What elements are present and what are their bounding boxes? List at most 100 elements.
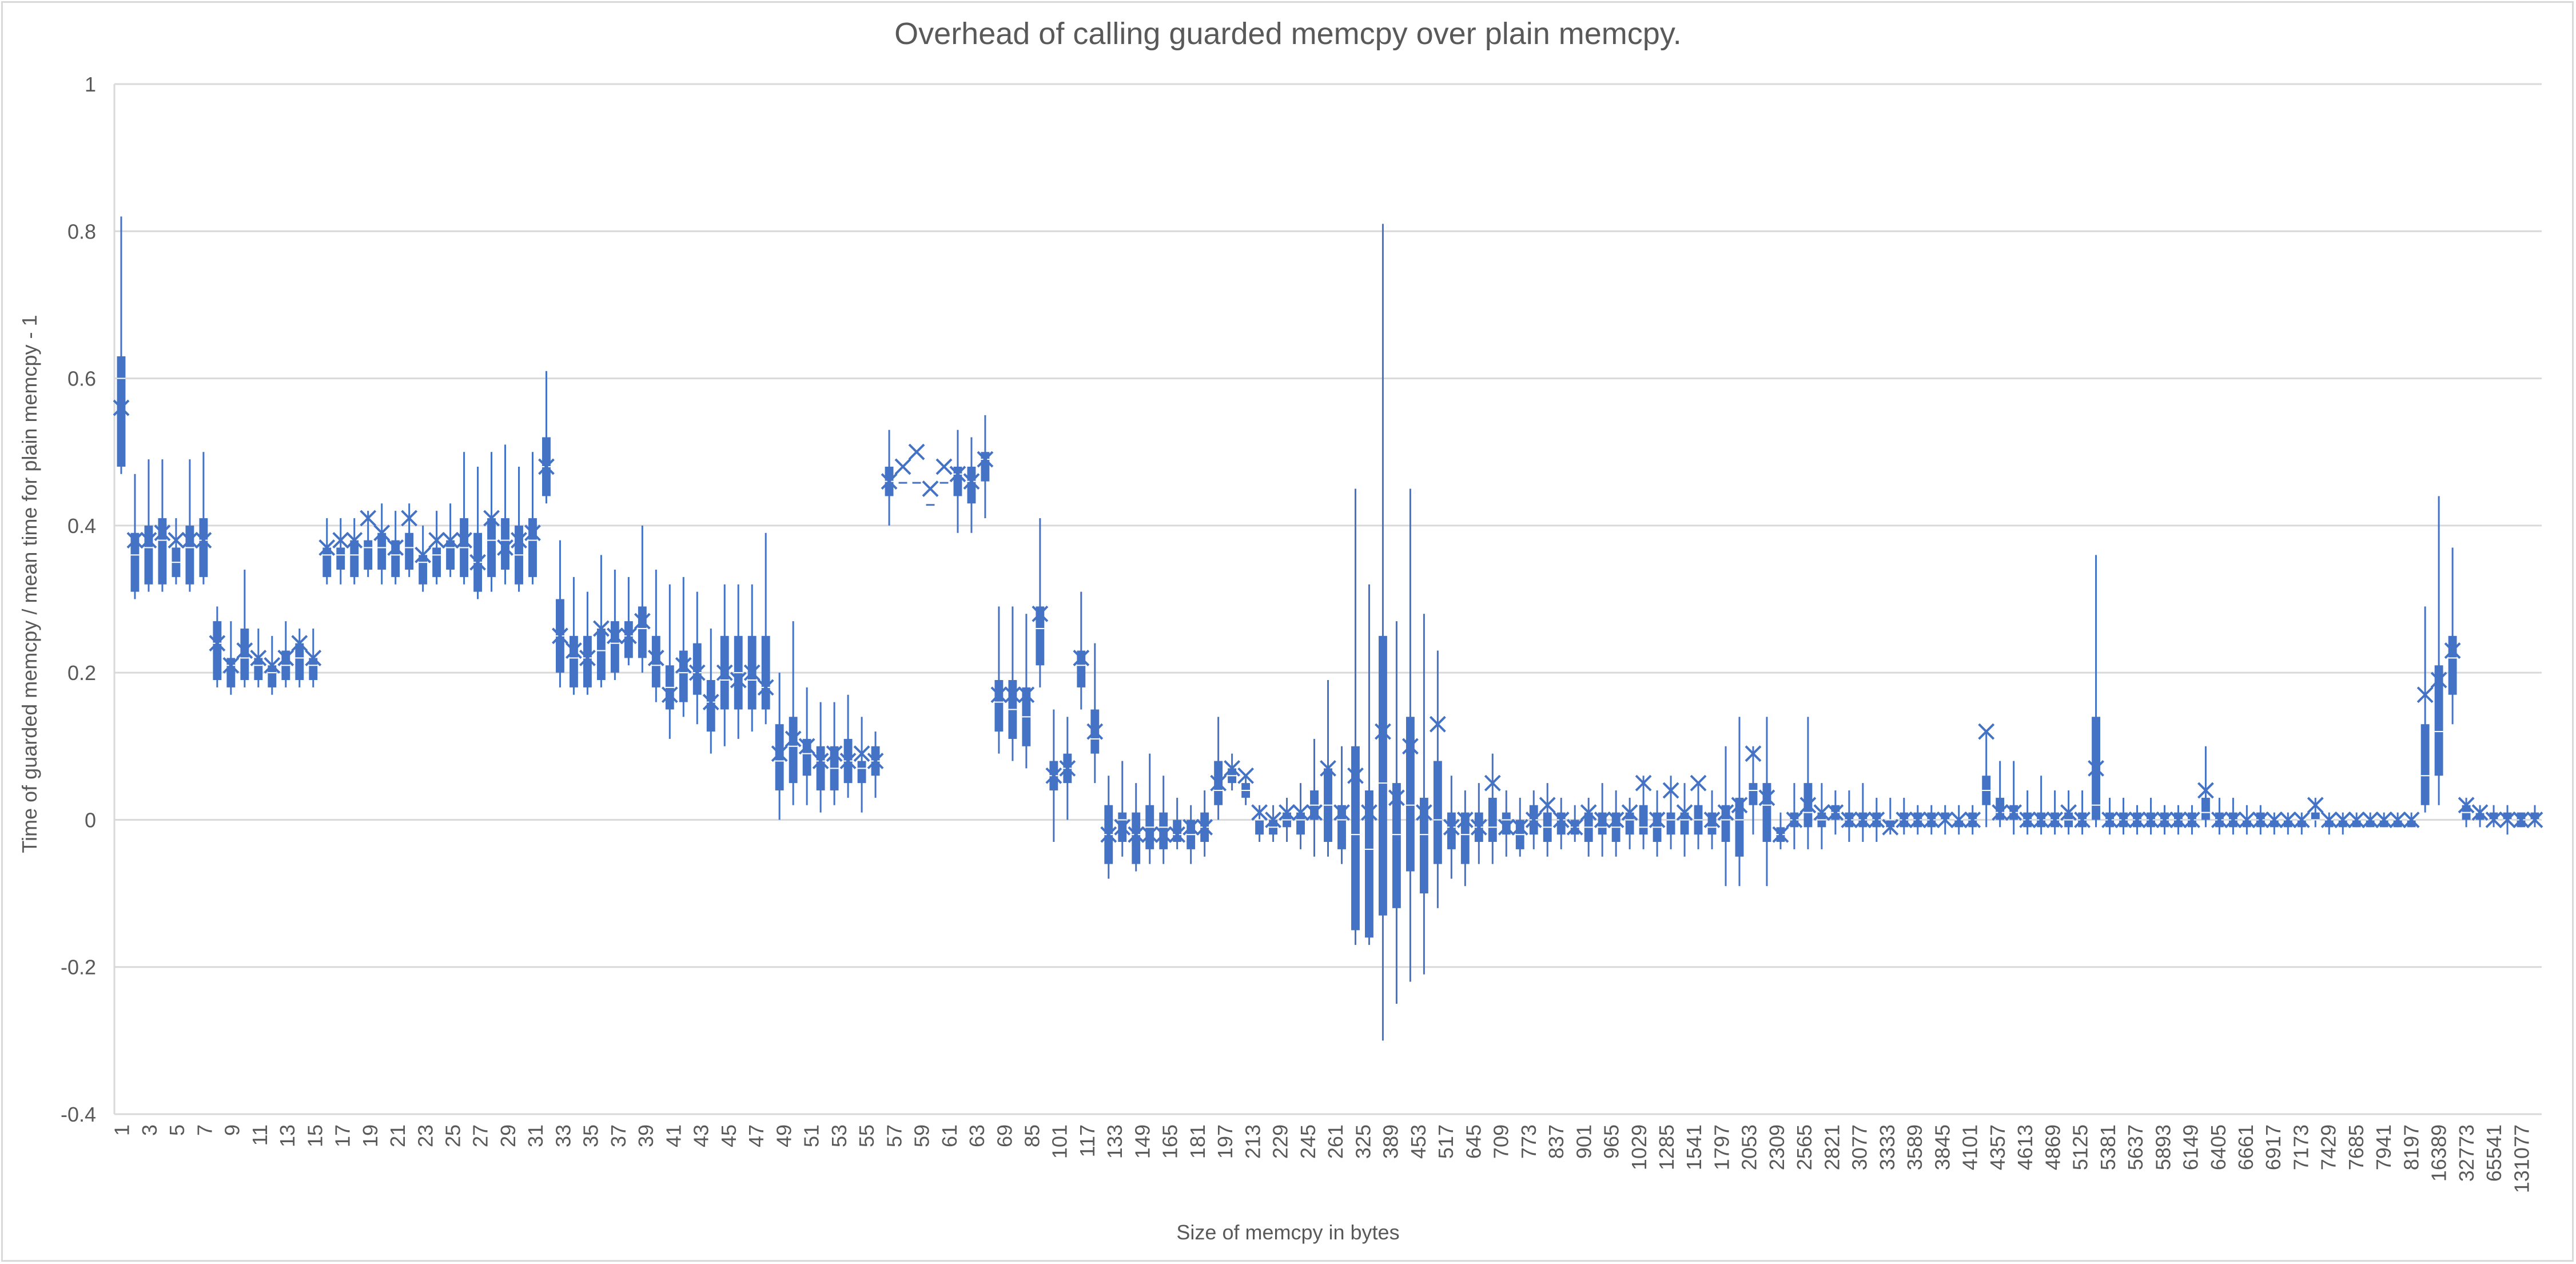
x-tick-label: 25 <box>441 1124 464 1147</box>
box-item <box>826 702 843 805</box>
box-item <box>977 415 994 518</box>
box-mean-marker <box>1909 812 1926 828</box>
box-mean-marker <box>1621 804 1638 821</box>
box-mean-marker <box>935 458 953 475</box>
x-tick-label: 325 <box>1351 1124 1375 1159</box>
box-rect <box>596 628 606 681</box>
box-rect <box>1447 812 1456 849</box>
box-item <box>2266 812 2283 835</box>
x-tick-label: 773 <box>1517 1124 1540 1159</box>
box-item <box>415 525 432 592</box>
box-item <box>785 621 802 805</box>
box-mean-marker <box>1539 797 1556 814</box>
x-tick-label: 101 <box>1048 1124 1072 1159</box>
box-mean-marker <box>2019 812 2036 828</box>
box-item <box>1552 797 1570 849</box>
box-mean-marker <box>1498 818 1515 836</box>
y-tick-label: 0 <box>85 808 96 832</box>
box-mean-marker <box>2403 812 2420 828</box>
box-rect <box>816 746 825 790</box>
x-tick-label: 645 <box>1462 1124 1485 1159</box>
x-tick-label: 35 <box>579 1124 603 1147</box>
box-rect <box>377 532 387 570</box>
box-mean-marker <box>401 510 418 527</box>
box-rect <box>1625 812 1634 835</box>
x-tick-label: 4869 <box>2041 1124 2064 1170</box>
y-axis-ticks: 1 0.8 0.6 0.4 0.2 0 -0.2 -0.4 <box>61 73 96 1126</box>
box-item <box>154 459 171 592</box>
box-item <box>606 570 623 681</box>
box-mean-marker <box>1703 812 1721 828</box>
x-tick-label: 3 <box>138 1124 161 1136</box>
y-tick-label: -0.2 <box>61 956 96 979</box>
box-mean-marker <box>1964 812 1981 828</box>
box-mean-marker <box>318 539 336 556</box>
box-item <box>2348 812 2365 828</box>
box-item <box>702 628 719 754</box>
box-mean-marker <box>1059 760 1076 777</box>
box-item <box>2033 776 2050 835</box>
box-rect <box>1255 820 1264 835</box>
box-mean-marker <box>1594 812 1611 828</box>
box-mean-marker <box>113 399 130 416</box>
box-mean-marker <box>867 753 884 769</box>
box-item <box>1813 783 1830 849</box>
box-item <box>2129 805 2145 835</box>
box-item <box>113 216 130 474</box>
box-mean-marker <box>1073 649 1090 666</box>
x-tick-label: 245 <box>1296 1124 1320 1159</box>
box-mean-marker <box>977 451 994 468</box>
box-rect <box>569 635 578 687</box>
x-tick-label: 1 <box>110 1124 134 1136</box>
x-tick-label: 69 <box>993 1124 1016 1147</box>
box-mean-marker <box>387 539 404 556</box>
box-item <box>1333 746 1350 864</box>
box-item <box>1964 805 1981 835</box>
box-mean-marker <box>1827 804 1844 821</box>
box-mean-marker <box>1210 774 1227 792</box>
box-item <box>209 606 226 687</box>
box-item <box>1923 805 1940 835</box>
box-item <box>1224 753 1241 790</box>
box-mean-marker <box>2348 812 2365 828</box>
box-item <box>2320 812 2338 835</box>
box-mean-marker <box>2060 804 2077 821</box>
box-item <box>1347 488 1364 945</box>
y-tick-label: 0.2 <box>67 661 96 685</box>
box-mean-marker <box>771 745 788 762</box>
box-mean-marker <box>1361 804 1377 821</box>
x-tick-label: 3333 <box>1876 1124 1899 1170</box>
box-mean-marker <box>456 532 472 549</box>
box-mean-marker <box>1375 723 1391 740</box>
box-item <box>2019 790 2036 835</box>
x-tick-label: 11 <box>248 1124 272 1146</box>
box-rect <box>185 525 194 585</box>
box-mean-marker <box>1662 782 1679 799</box>
box-item <box>2416 606 2434 813</box>
box-item <box>1306 738 1323 857</box>
x-tick-label: 3077 <box>1848 1124 1872 1170</box>
box-mean-marker <box>140 532 157 549</box>
box-mean-marker <box>785 730 802 748</box>
box-mean-marker <box>483 510 500 527</box>
y-tick-label: 0.8 <box>67 220 96 243</box>
x-tick-label: 5637 <box>2124 1124 2147 1170</box>
box-mean-marker <box>428 532 445 549</box>
x-tick-label: 453 <box>1407 1124 1430 1159</box>
box-mean-marker <box>2320 812 2338 828</box>
x-tick-label: 63 <box>965 1124 989 1147</box>
box-mean-marker <box>1607 812 1625 828</box>
box-mean-marker <box>236 642 253 659</box>
box-mean-marker <box>1306 804 1323 821</box>
box-mean-marker <box>634 613 651 630</box>
box-mean-marker <box>702 694 719 711</box>
box-rect <box>2448 635 2457 695</box>
box-mean-marker <box>1484 774 1501 792</box>
box-mean-marker <box>168 532 185 549</box>
box-rect <box>2434 665 2443 776</box>
box-item <box>1114 761 1131 857</box>
x-axis-label: Size of memcpy in bytes <box>1176 1221 1400 1244</box>
box-item <box>1402 488 1419 982</box>
